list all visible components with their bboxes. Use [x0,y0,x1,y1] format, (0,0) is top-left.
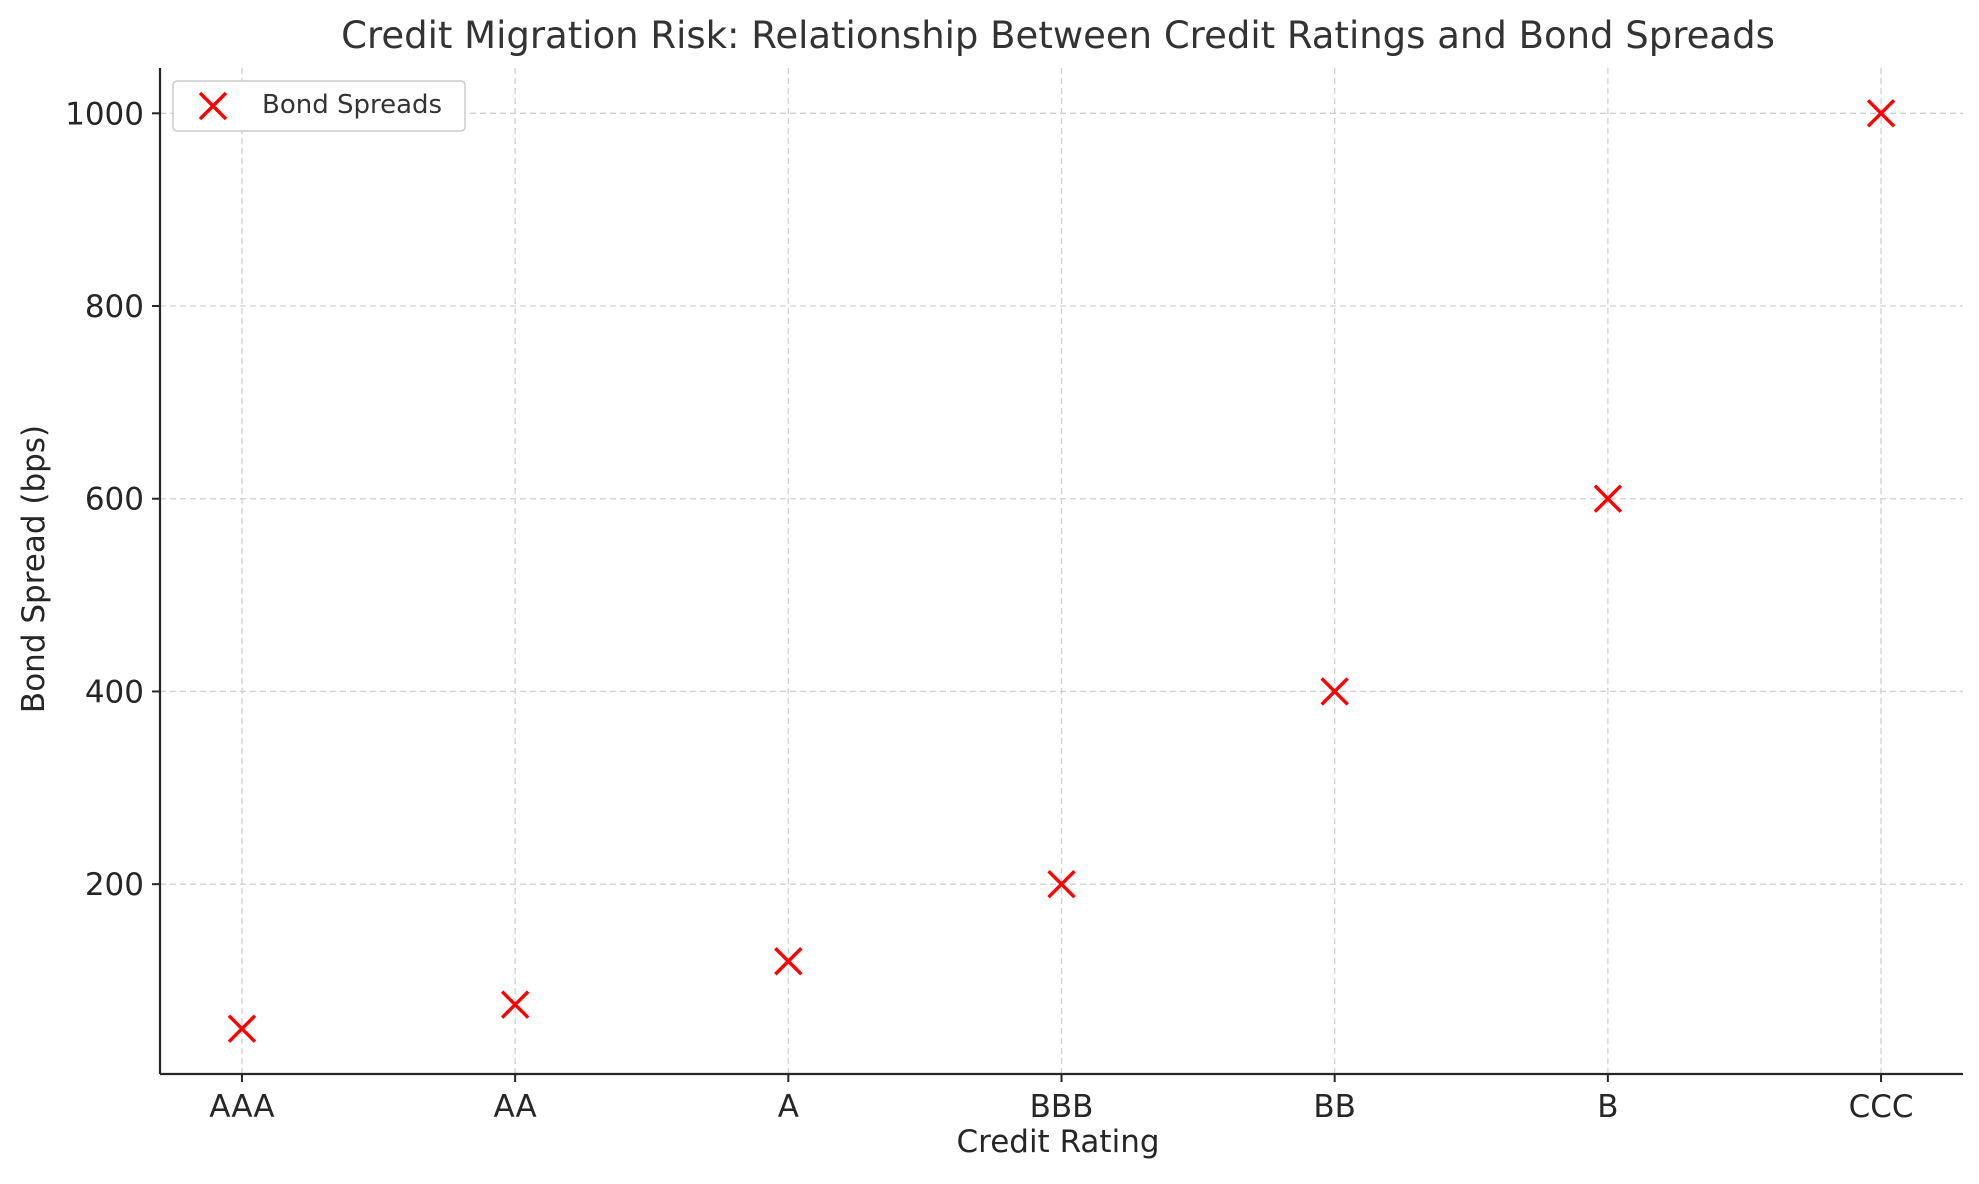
x-tick-label-a: A [778,1089,799,1125]
legend: Bond Spreads [172,80,466,132]
chart-title: Credit Migration Risk: Relationship Betw… [341,14,1775,57]
legend-label-bond-spreads: Bond Spreads [262,90,442,120]
y-tick-label-1000: 1000 [65,96,144,132]
x-axis-ticks: AAA AA A BBB BB B CCC [209,1074,1914,1125]
data-point-bbb [1047,869,1076,899]
x-tick-label-bbb: BBB [1030,1089,1094,1125]
legend-marker-x [198,91,228,121]
legend-box [172,80,466,132]
data-point-aa [500,990,530,1019]
data-point-aaa [227,1014,257,1043]
y-axis-ticks: 200 400 600 800 1000 [65,96,160,903]
data-point-b [1593,484,1623,513]
x-tick-label-aa: AA [493,1089,536,1125]
x-tick-label-aaa: AAA [209,1089,274,1125]
legend-marker-icon [198,91,228,121]
y-tick-label-800: 800 [85,289,144,325]
x-axis-label: Credit Rating [956,1124,1159,1160]
data-points [227,99,1896,1043]
y-tick-label-600: 600 [85,482,144,518]
grid [160,68,1963,1074]
data-point-a [774,947,803,976]
x-tick-label-bb: BB [1313,1089,1356,1125]
y-axis-label: Bond Spread (bps) [16,425,52,713]
data-point-ccc [1866,99,1896,128]
y-tick-label-400: 400 [85,674,144,710]
y-tick-label-200: 200 [85,867,144,903]
x-tick-label-ccc: CCC [1849,1089,1914,1125]
x-tick-label-b: B [1597,1089,1618,1125]
data-point-bb [1320,677,1349,706]
